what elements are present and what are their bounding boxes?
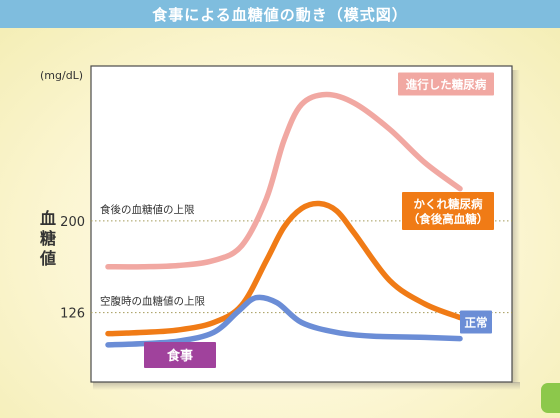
meal-marker-box bbox=[144, 342, 216, 368]
meal-marker-label: 食事 bbox=[167, 348, 193, 364]
series-label-box bbox=[398, 72, 494, 96]
series-label: かくれ糖尿病（食後高血糖） bbox=[408, 197, 489, 226]
y-unit-label: (mg/dL) bbox=[40, 69, 83, 82]
reference-line-label: 空腹時の血糖値の上限 bbox=[100, 295, 205, 308]
y-tick-label: 126 bbox=[60, 307, 85, 322]
reference-line-label: 食後の血糖値の上限 bbox=[100, 203, 195, 216]
series-line bbox=[105, 294, 463, 348]
panel-shadow-right bbox=[511, 70, 520, 383]
series-line bbox=[105, 200, 463, 337]
series-line bbox=[105, 91, 463, 270]
series-label-box bbox=[402, 192, 494, 230]
page-title: 食事による血糖値の動き（模式図） bbox=[0, 0, 560, 28]
series-label-box bbox=[460, 310, 492, 334]
series-label: 正常 bbox=[465, 316, 488, 330]
corner-tab[interactable] bbox=[541, 383, 560, 413]
y-tick-label: 200 bbox=[60, 215, 85, 230]
y-axis-label: 血糖値 bbox=[39, 209, 56, 268]
series-label: 進行した糖尿病 bbox=[406, 78, 487, 92]
panel-shadow-bottom bbox=[93, 382, 520, 390]
